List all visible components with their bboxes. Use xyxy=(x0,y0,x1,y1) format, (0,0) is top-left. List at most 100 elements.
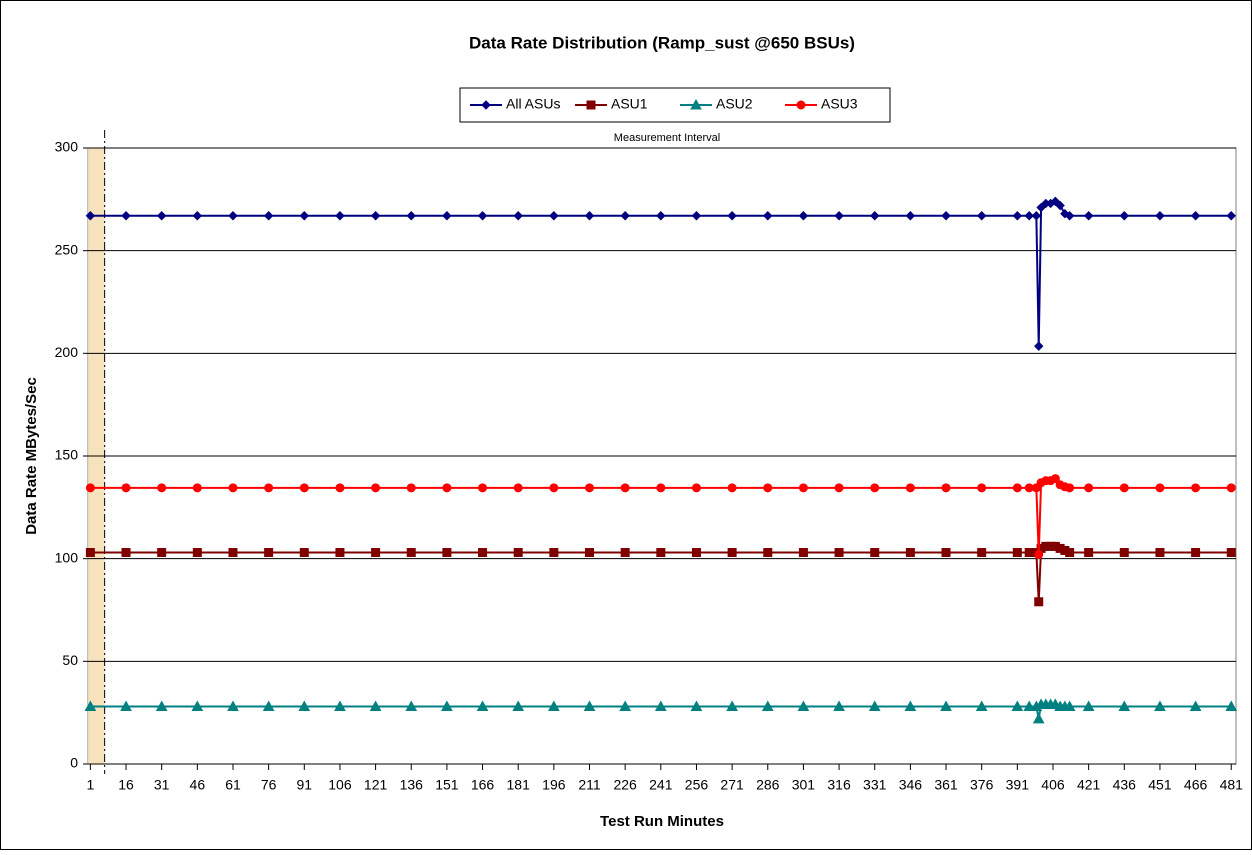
marker xyxy=(156,211,167,221)
marker xyxy=(1225,700,1238,712)
marker xyxy=(1024,211,1034,221)
marker xyxy=(585,548,595,558)
x-tick-label: 226 xyxy=(613,777,637,793)
marker xyxy=(1034,597,1044,607)
legend xyxy=(459,87,891,123)
marker xyxy=(512,700,525,712)
x-tick-label: 346 xyxy=(899,777,923,793)
marker xyxy=(1154,700,1166,712)
marker xyxy=(84,700,97,712)
marker xyxy=(85,211,96,221)
marker xyxy=(940,700,952,712)
marker xyxy=(798,548,808,558)
marker xyxy=(1011,700,1024,712)
marker xyxy=(619,700,632,712)
x-tick-label: 436 xyxy=(1113,777,1137,793)
marker xyxy=(941,483,951,493)
marker xyxy=(371,483,381,493)
marker xyxy=(1155,548,1165,558)
x-tick-label: 16 xyxy=(118,777,134,793)
x-tick-label: 406 xyxy=(1041,777,1065,793)
marker xyxy=(1036,202,1046,213)
x-tick-label: 61 xyxy=(225,777,241,793)
marker xyxy=(85,548,95,558)
x-tick-label: 481 xyxy=(1220,777,1244,793)
marker xyxy=(941,548,951,558)
marker xyxy=(870,483,880,493)
marker xyxy=(690,700,703,712)
marker xyxy=(583,700,596,712)
chart-title: Data Rate Distribution (Ramp_sust @650 B… xyxy=(469,33,855,52)
x-tick-label: 256 xyxy=(685,777,709,793)
marker xyxy=(1118,700,1131,712)
marker xyxy=(335,483,345,493)
x-tick-label: 391 xyxy=(1006,777,1030,793)
marker xyxy=(1012,548,1022,558)
x-tick-label: 271 xyxy=(720,777,744,793)
marker xyxy=(549,548,559,558)
marker xyxy=(406,483,416,493)
marker xyxy=(1083,211,1094,221)
marker xyxy=(335,211,345,221)
marker xyxy=(905,211,916,221)
x-axis-label: Test Run Minutes xyxy=(600,813,724,830)
marker xyxy=(442,483,452,493)
series xyxy=(85,196,1236,351)
marker xyxy=(656,211,666,221)
x-tick-label: 466 xyxy=(1184,777,1208,793)
marker xyxy=(1155,483,1165,493)
marker xyxy=(656,548,666,558)
marker xyxy=(121,211,131,221)
marker xyxy=(476,700,489,712)
marker xyxy=(549,211,559,221)
x-tick-label: 376 xyxy=(970,777,994,793)
marker xyxy=(798,211,809,221)
marker xyxy=(1063,700,1076,712)
marker xyxy=(442,548,452,558)
legend-label: ASU3 xyxy=(821,96,858,112)
marker xyxy=(1012,211,1023,221)
marker xyxy=(585,483,595,493)
marker xyxy=(371,548,381,558)
marker xyxy=(1119,211,1129,221)
x-tick-label: 316 xyxy=(827,777,851,793)
marker xyxy=(370,211,381,221)
series xyxy=(85,541,1236,607)
y-tick-label: 0 xyxy=(70,755,78,771)
x-tick-label: 76 xyxy=(261,777,277,793)
marker xyxy=(761,700,774,712)
marker xyxy=(406,548,416,558)
x-tick-label: 301 xyxy=(792,777,816,793)
marker xyxy=(477,211,488,221)
x-tick-label: 46 xyxy=(190,777,206,793)
marker xyxy=(228,211,238,221)
marker xyxy=(620,483,630,493)
marker xyxy=(690,98,702,110)
legend-label: All ASUs xyxy=(506,96,560,112)
marker xyxy=(1084,483,1094,493)
marker xyxy=(120,700,132,712)
marker xyxy=(85,483,95,493)
y-axis-label: Data Rate MBytes/Sec xyxy=(23,377,40,535)
marker xyxy=(905,548,915,558)
marker xyxy=(727,548,737,558)
marker xyxy=(1082,700,1095,712)
marker xyxy=(691,548,701,558)
marker xyxy=(263,211,274,221)
marker xyxy=(1065,483,1075,493)
marker xyxy=(441,700,453,712)
marker xyxy=(1012,483,1022,493)
marker xyxy=(1084,548,1094,558)
legend-label: ASU1 xyxy=(611,96,648,112)
marker xyxy=(1023,700,1036,712)
marker xyxy=(834,548,844,558)
marker xyxy=(1064,211,1075,221)
marker xyxy=(975,700,988,712)
marker xyxy=(977,548,987,558)
marker xyxy=(941,211,951,221)
marker xyxy=(584,211,595,221)
marker xyxy=(481,100,491,110)
series xyxy=(84,698,1238,724)
marker xyxy=(513,211,523,221)
